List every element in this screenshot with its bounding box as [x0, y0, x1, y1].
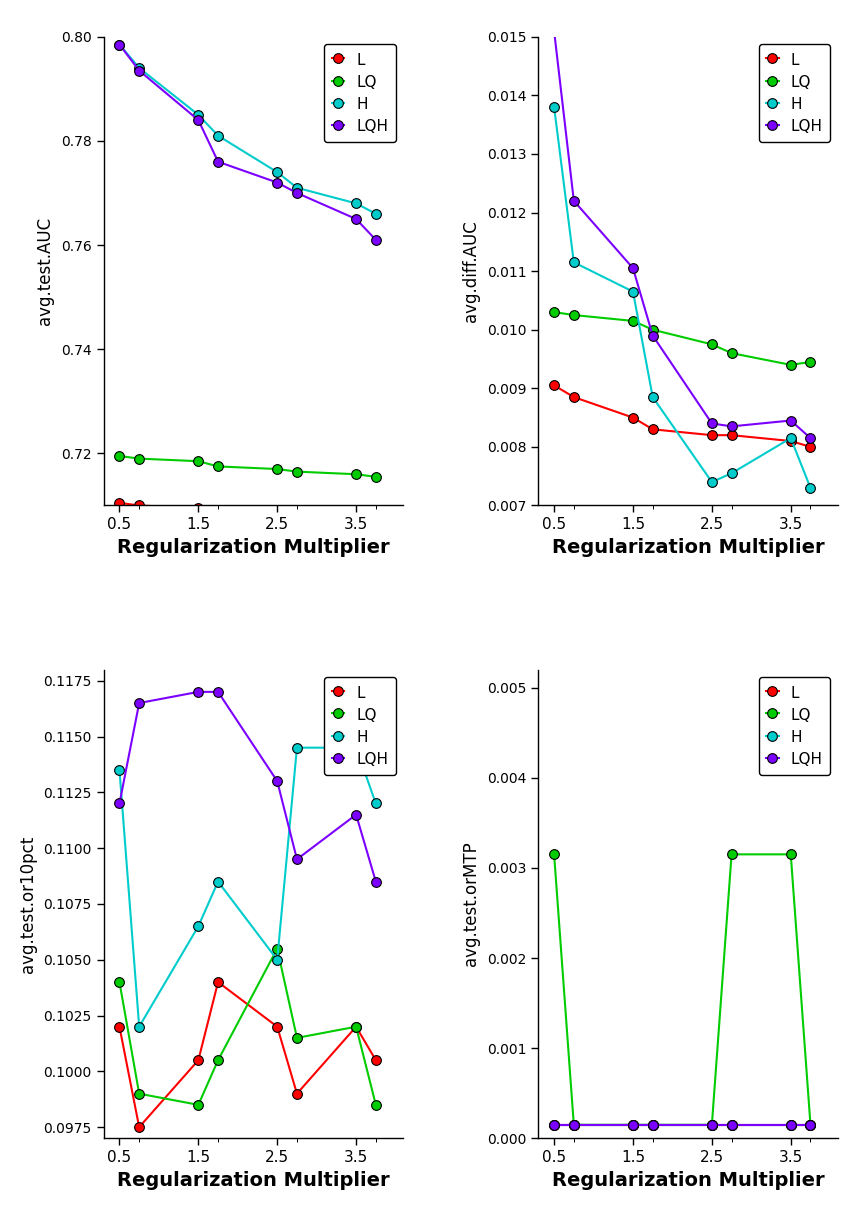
Y-axis label: avg.diff.AUC: avg.diff.AUC [462, 220, 480, 322]
X-axis label: Regularization Multiplier: Regularization Multiplier [552, 537, 824, 557]
Y-axis label: avg.test.or10pct: avg.test.or10pct [18, 835, 36, 973]
X-axis label: Regularization Multiplier: Regularization Multiplier [118, 1170, 390, 1190]
Y-axis label: avg.test.orMTP: avg.test.orMTP [462, 842, 480, 966]
Legend: L, LQ, H, LQH: L, LQ, H, LQH [324, 44, 396, 142]
Legend: L, LQ, H, LQH: L, LQ, H, LQH [324, 677, 396, 775]
X-axis label: Regularization Multiplier: Regularization Multiplier [552, 1170, 824, 1190]
Y-axis label: avg.test.AUC: avg.test.AUC [36, 217, 54, 326]
Legend: L, LQ, H, LQH: L, LQ, H, LQH [759, 44, 830, 142]
X-axis label: Regularization Multiplier: Regularization Multiplier [118, 537, 390, 557]
Legend: L, LQ, H, LQH: L, LQ, H, LQH [759, 677, 830, 775]
